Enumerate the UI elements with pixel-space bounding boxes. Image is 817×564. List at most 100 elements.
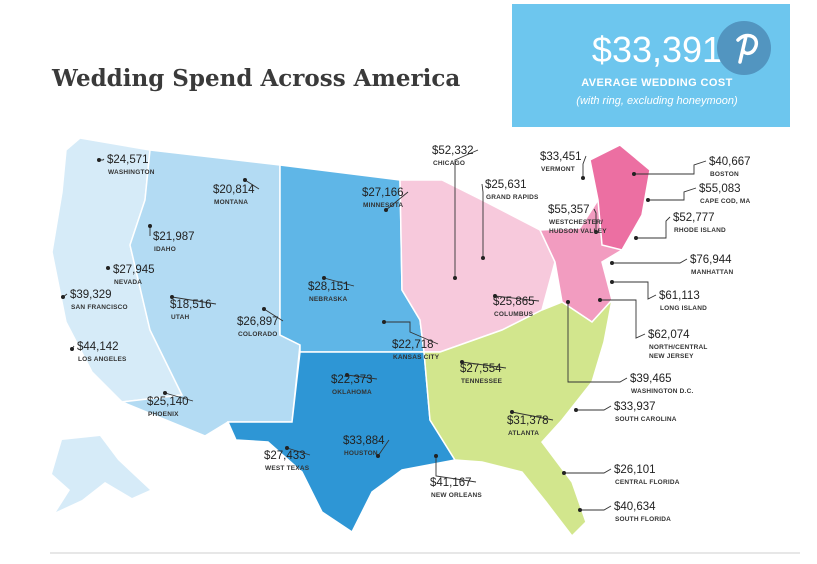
location-name: BOSTON: [710, 171, 739, 178]
location-amount: $52,332: [432, 145, 474, 157]
location-name: COLORADO: [238, 331, 278, 338]
leader-line: [377, 439, 390, 457]
location-amount: $27,945: [113, 264, 155, 276]
location-dot: [578, 508, 582, 512]
leader-line: [612, 281, 657, 300]
banner-label: AVERAGE WEDDING COST: [581, 77, 732, 89]
location-dot: [453, 276, 457, 280]
location-name: CHICAGO: [433, 160, 465, 167]
page-title: Wedding Spend Across America: [51, 65, 460, 92]
location-dot: [148, 224, 152, 228]
location-name: WASHINGTON D.C.: [631, 388, 693, 395]
location-dot: [376, 454, 380, 458]
location-amount: $25,631: [485, 179, 527, 191]
location-amount: $21,987: [153, 231, 195, 243]
location-amount: $27,433: [264, 450, 306, 462]
location-name: NEW JERSEY: [649, 353, 694, 360]
location-amount: $26,101: [614, 464, 656, 476]
location-name: MANHATTAN: [691, 269, 733, 276]
leader-line: [567, 302, 628, 383]
location-amount: $55,083: [699, 183, 741, 195]
leader-line: [576, 405, 612, 411]
location-name: VERMONT: [541, 166, 575, 173]
leader-line: [323, 277, 355, 287]
location-dot: [262, 307, 266, 311]
location-dot: [70, 347, 74, 351]
location-name: ATLANTA: [508, 430, 539, 437]
leader-line: [461, 361, 507, 369]
location-amount: $27,166: [362, 187, 404, 199]
location-name: WEST TEXAS: [265, 465, 310, 472]
location-amount: $40,667: [709, 156, 751, 168]
leader-line: [164, 392, 194, 402]
location-dot: [566, 300, 570, 304]
leader-line: [600, 299, 646, 339]
leader-line: [634, 160, 707, 175]
location-labels: $24,571 WASHINGTON $20,814 MONTANA $21,987 ID…: [61, 145, 751, 523]
leader-line: [244, 179, 260, 190]
location-dot: [581, 176, 585, 180]
location-name: NEVADA: [114, 279, 142, 286]
location-name: CAPE COD, MA: [700, 198, 751, 205]
leader-line: [454, 149, 479, 278]
location-amount: $18,516: [170, 299, 212, 311]
location-dot: [243, 178, 247, 182]
location-dot: [610, 261, 614, 265]
leader-line: [263, 308, 284, 322]
pinterest-icon[interactable]: [736, 33, 759, 64]
location-name: NORTH/CENTRAL: [649, 344, 708, 351]
location-amount: $39,465: [630, 373, 672, 385]
leader-line: [384, 321, 439, 345]
leader-line: [494, 295, 540, 302]
location-name: HUDSON VALLEY: [549, 228, 607, 235]
location-name: COLUMBUS: [494, 311, 534, 318]
location-dot: [163, 391, 167, 395]
location-dot: [562, 471, 566, 475]
location-dot: [594, 230, 598, 234]
location-name: TENNESSEE: [461, 378, 503, 385]
location-dot: [632, 172, 636, 176]
location-dot: [382, 320, 386, 324]
leader-line: [481, 183, 484, 258]
location-amount: $41,167: [430, 477, 472, 489]
average-banner: $33,391 AVERAGE WEDDING COST (with ring,…: [512, 4, 790, 127]
location-name: SOUTH FLORIDA: [615, 516, 671, 523]
leader-line: [385, 191, 409, 211]
region-new-england: [589, 144, 651, 251]
location-dot: [574, 408, 578, 412]
location-amount: $55,357: [548, 204, 590, 216]
pinterest-button[interactable]: [717, 21, 771, 75]
location-dot: [97, 158, 101, 162]
location-amount: $26,897: [237, 316, 279, 328]
location-dot: [434, 454, 438, 458]
leader-line: [582, 155, 587, 178]
leader-line: [648, 187, 697, 201]
location-dot: [61, 295, 65, 299]
location-amount: $25,865: [493, 296, 535, 308]
location-amount: $62,074: [648, 329, 690, 341]
leader-line: [171, 296, 217, 305]
location-name: MINNESOTA: [363, 202, 403, 209]
location-amount: $22,373: [331, 374, 373, 386]
banner-value: $33,391: [592, 29, 722, 70]
location-name: HOUSTON: [344, 450, 378, 457]
location-dot: [384, 208, 388, 212]
location-amount: $33,884: [343, 435, 385, 447]
location-amount: $44,142: [77, 341, 119, 353]
location-dot: [106, 266, 110, 270]
location-dot: [510, 410, 514, 414]
location-amount: $22,718: [392, 339, 434, 351]
location-dot: [598, 298, 602, 302]
location-name: UTAH: [171, 314, 189, 321]
us-map: [50, 137, 800, 554]
location-amount: $24,571: [107, 154, 149, 166]
location-dot: [634, 236, 638, 240]
location-amount: $52,777: [673, 212, 715, 224]
location-name: PHOENIX: [148, 411, 179, 418]
location-name: OKLAHOMA: [332, 389, 372, 396]
location-dot: [345, 373, 349, 377]
location-dot: [460, 360, 464, 364]
banner-note: (with ring, excluding honeymoon): [576, 95, 738, 107]
location-dot: [322, 276, 326, 280]
